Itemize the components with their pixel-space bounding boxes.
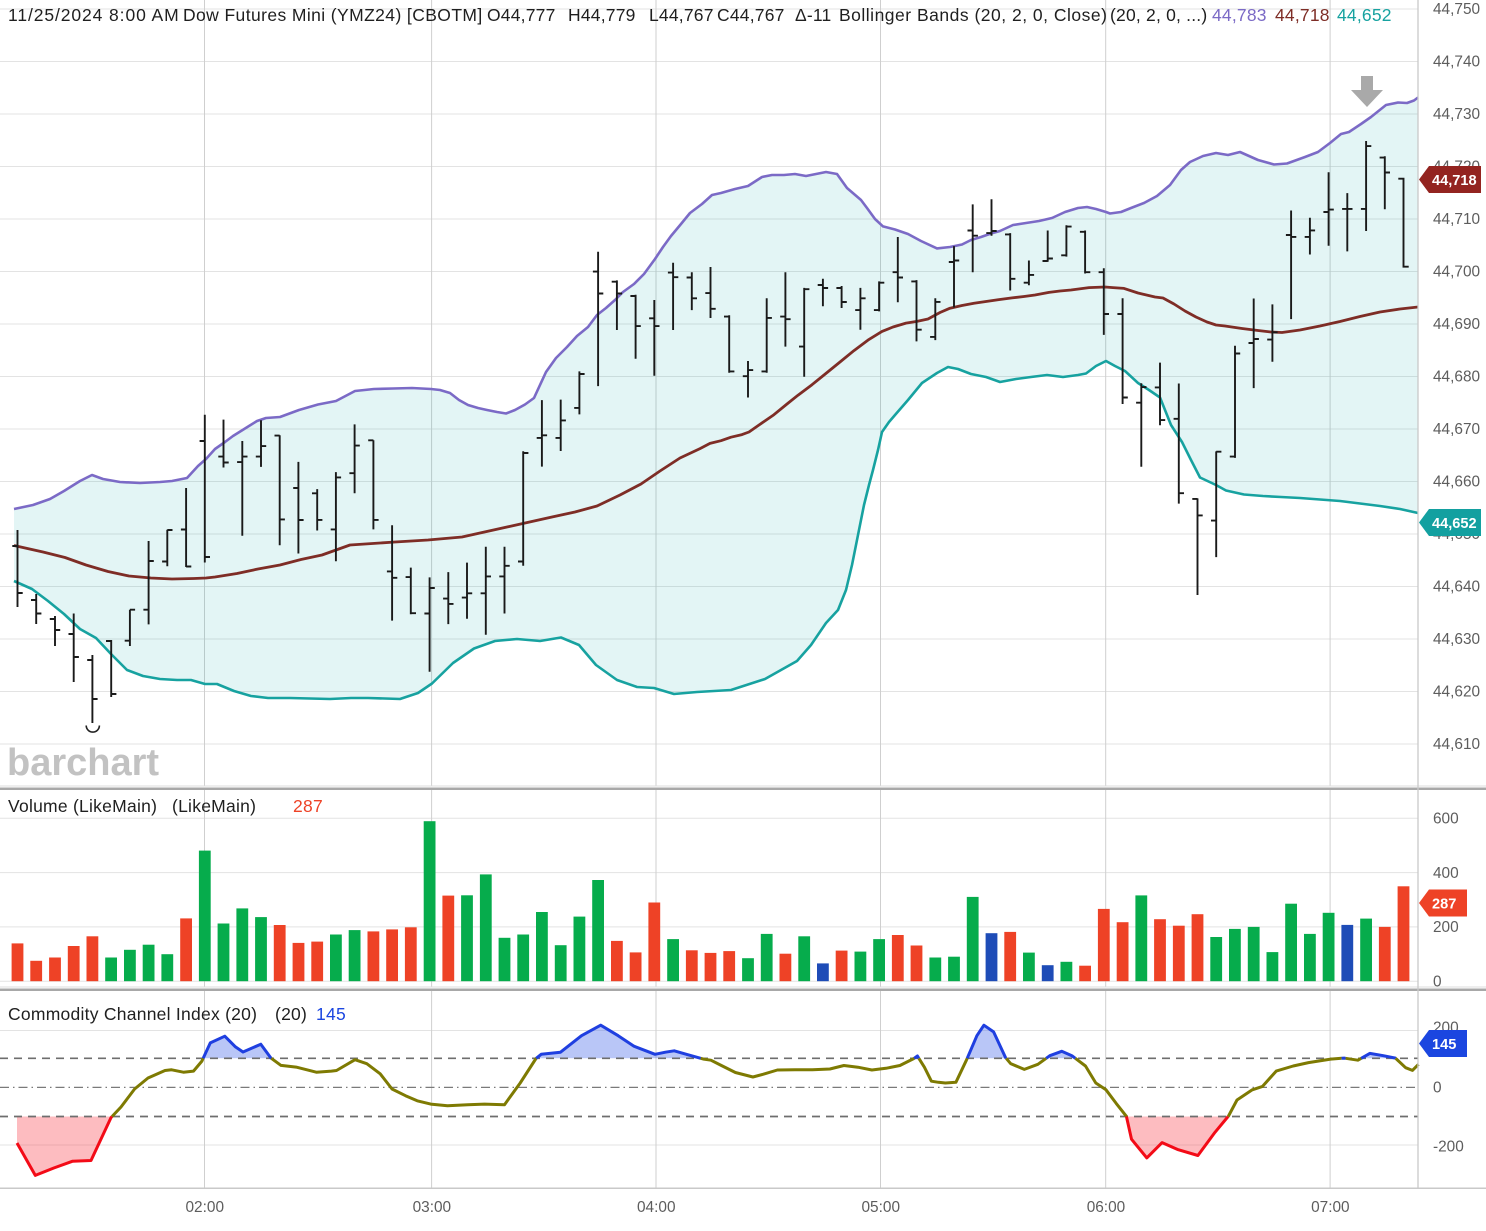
svg-text:H44,779: H44,779 [568,5,636,25]
svg-text:O44,777: O44,777 [487,5,556,25]
svg-text:44,740: 44,740 [1433,54,1480,71]
svg-text:0: 0 [1433,1080,1442,1097]
svg-text:44,690: 44,690 [1433,316,1480,333]
svg-text:44,718: 44,718 [1275,5,1330,25]
svg-text:44,680: 44,680 [1433,369,1480,386]
svg-text:44,750: 44,750 [1433,1,1480,18]
svg-text:(20, 2, 0, ...): (20, 2, 0, ...) [1110,5,1207,25]
svg-text:04:00: 04:00 [637,1199,676,1216]
svg-text:-200: -200 [1433,1139,1464,1156]
svg-text:600: 600 [1433,811,1459,828]
svg-text:44,670: 44,670 [1433,421,1480,438]
svg-text:287: 287 [1432,897,1456,913]
svg-text:barchart: barchart [7,742,159,784]
svg-text:287: 287 [293,796,323,816]
svg-text:44,730: 44,730 [1433,106,1480,123]
svg-text:44,630: 44,630 [1433,631,1480,648]
svg-text:02:00: 02:00 [186,1199,225,1216]
svg-text:44,640: 44,640 [1433,579,1480,596]
svg-text:C44,767: C44,767 [717,5,785,25]
svg-text:Δ-11: Δ-11 [795,5,831,25]
svg-text:44,610: 44,610 [1433,736,1480,753]
svg-text:11/25/2024 8:00 AM: 11/25/2024 8:00 AM [8,5,180,25]
svg-text:07:00: 07:00 [1311,1199,1350,1216]
svg-text:05:00: 05:00 [862,1199,901,1216]
svg-text:Volume (LikeMain): Volume (LikeMain) [8,796,157,816]
svg-text:44,783: 44,783 [1212,5,1267,25]
svg-text:200: 200 [1433,919,1459,936]
svg-text:44,652: 44,652 [1432,516,1477,532]
svg-text:44,700: 44,700 [1433,264,1480,281]
svg-text:Dow Futures Mini (YMZ24) [CBOT: Dow Futures Mini (YMZ24) [CBOTM] [183,5,483,25]
svg-text:03:00: 03:00 [413,1199,452,1216]
svg-text:(LikeMain): (LikeMain) [172,796,256,816]
svg-text:44,710: 44,710 [1433,211,1480,228]
svg-text:145: 145 [1432,1037,1456,1053]
svg-text:44,620: 44,620 [1433,684,1480,701]
svg-text:0: 0 [1433,973,1442,990]
svg-text:Commodity Channel Index (20): Commodity Channel Index (20) [8,1004,257,1024]
svg-text:44,718: 44,718 [1432,173,1477,189]
svg-text:Bollinger Bands (20, 2, 0, Clo: Bollinger Bands (20, 2, 0, Close) [839,5,1107,25]
svg-text:06:00: 06:00 [1087,1199,1126,1216]
svg-text:145: 145 [316,1004,346,1024]
svg-text:400: 400 [1433,865,1459,882]
svg-text:44,652: 44,652 [1337,5,1392,25]
svg-text:44,660: 44,660 [1433,474,1480,491]
svg-text:L44,767: L44,767 [649,5,714,25]
svg-text:(20): (20) [275,1004,307,1024]
